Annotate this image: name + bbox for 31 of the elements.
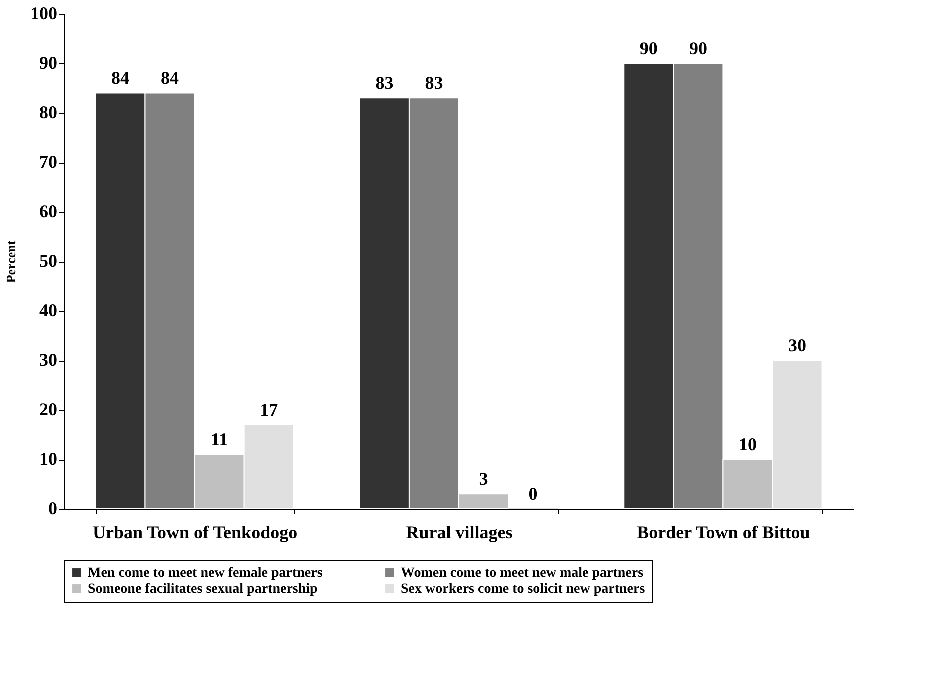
data-label: 90	[640, 38, 658, 58]
y-tick-label: 40	[40, 300, 58, 320]
y-tick-label: 20	[40, 400, 58, 420]
y-tick-label: 60	[40, 202, 58, 222]
y-tick-label: 50	[40, 251, 58, 271]
data-label: 17	[260, 400, 278, 420]
data-label: 83	[425, 73, 444, 94]
data-label: 90	[689, 38, 708, 58]
y-tick-label: 10	[40, 449, 58, 469]
y-tick-label: 80	[40, 102, 58, 122]
x-tick-label: Rural villages	[406, 522, 513, 542]
legend-label: Sex workers come to solicit new partners	[401, 582, 646, 597]
data-label: 3	[479, 469, 488, 490]
data-label: 84	[161, 68, 180, 88]
data-label: 84	[111, 68, 130, 88]
y-tick-label: 0	[48, 498, 58, 518]
data-label: 10	[738, 434, 757, 454]
x-tick-label: Border Town of Bittou	[637, 522, 810, 542]
y-tick-label: 30	[40, 350, 58, 370]
y-tick-label: 70	[40, 152, 58, 172]
legend-label: Women come to meet new male partners	[401, 566, 644, 581]
y-tick-label: 90	[40, 53, 58, 73]
y-tick-label: 100	[30, 4, 58, 24]
data-label: 0	[528, 484, 538, 504]
x-tick-label: Urban Town of Tenkodogo	[92, 522, 298, 542]
data-label: 83	[376, 73, 394, 94]
data-label: 11	[211, 430, 228, 450]
legend-label: Someone facilitates sexual partnership	[88, 582, 318, 597]
legend-label: Men come to meet new female partners	[88, 566, 324, 581]
data-label: 30	[788, 336, 807, 356]
y-axis-title: Percent	[4, 240, 18, 284]
